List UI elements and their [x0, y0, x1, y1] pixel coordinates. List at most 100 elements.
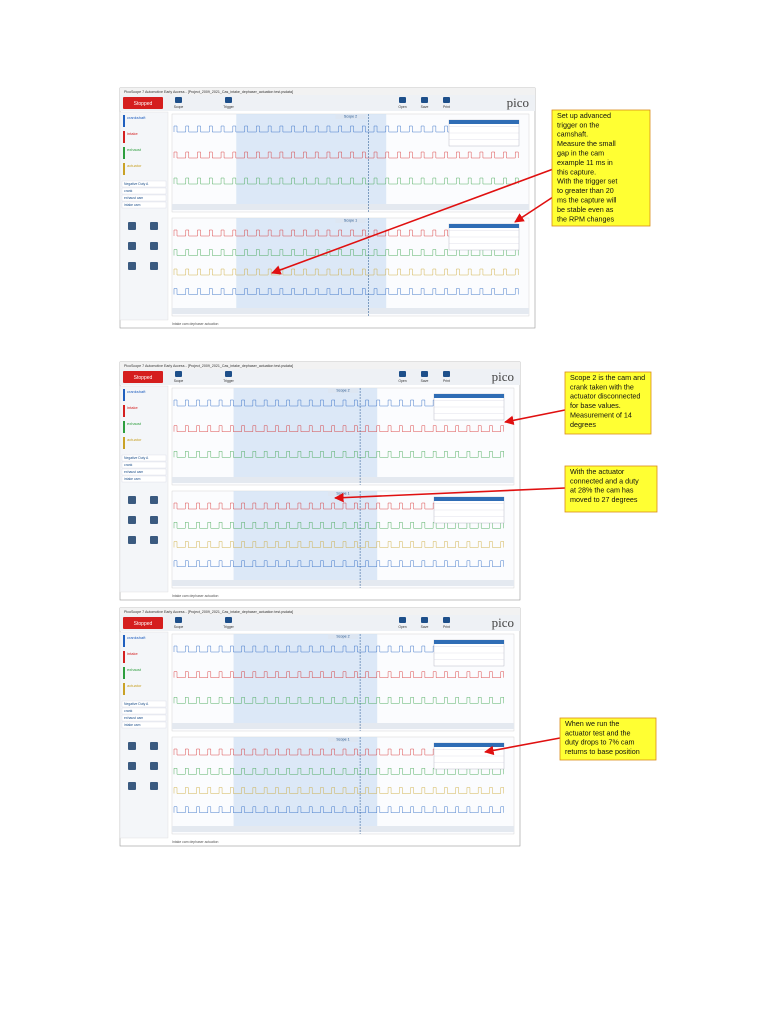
- stopped-button: [123, 617, 163, 629]
- callout-text: crank taken with the: [570, 382, 634, 391]
- title-bar: [120, 88, 535, 95]
- toolbar-icon: [421, 617, 428, 623]
- waveform: [173, 768, 504, 775]
- channel-swatch: [123, 635, 125, 647]
- time-axis: [172, 477, 514, 483]
- callout: [564, 465, 658, 513]
- tool-icon: [128, 742, 136, 750]
- callout-text: When we run the: [565, 719, 619, 728]
- channel-swatch: [123, 667, 125, 679]
- channel-row: [121, 194, 167, 202]
- callout-text: With the actuator: [570, 467, 625, 476]
- callout: [559, 717, 657, 761]
- waveform: [173, 288, 519, 295]
- channel-name: crankshaft: [127, 389, 146, 394]
- stopped-label: Stopped: [134, 101, 153, 107]
- callout-text: With the trigger set: [557, 177, 617, 186]
- toolbar: [120, 615, 520, 631]
- channel-row-label: exhaust cam: [124, 196, 143, 200]
- window-title: PicoScope 7 Automotive Early Access - [P…: [124, 90, 293, 94]
- toolbar-label: Scope: [174, 625, 184, 629]
- tool-icon: [150, 262, 158, 270]
- scope-tab: [328, 634, 358, 639]
- tool-icon: [150, 516, 158, 524]
- stopped-label: Stopped: [134, 621, 153, 627]
- time-axis: [172, 204, 529, 210]
- channel-name: exhaust: [127, 421, 142, 426]
- time-axis: [172, 308, 529, 314]
- toolbar-icon: [175, 617, 182, 623]
- callout: [551, 109, 651, 227]
- toolbar-icon: [175, 371, 182, 377]
- toolbar-label: Save: [421, 379, 429, 383]
- screenshot: PicoScope 7 Automotive Early Access - [P…: [119, 361, 521, 601]
- toolbar-icon: [399, 97, 406, 103]
- callout-text: gap in the cam: [557, 149, 604, 158]
- scope-label: Scope 2: [344, 115, 357, 119]
- channel-name: intake: [127, 405, 138, 410]
- channel-name: intake: [127, 131, 138, 136]
- callout-text: ms the capture will: [557, 196, 617, 205]
- tool-icon: [128, 536, 136, 544]
- table-header: [449, 224, 519, 228]
- toolbar-label: Open: [398, 105, 406, 109]
- toolbar-label: Trigger: [223, 625, 234, 629]
- scope-label: Scope 2: [336, 389, 349, 393]
- channel-row: [121, 707, 167, 715]
- scope-label: Scope 1: [336, 738, 349, 742]
- channel-row: [121, 714, 167, 722]
- callout-text: Scope 2 is the cam and: [570, 373, 645, 382]
- tool-icon: [128, 496, 136, 504]
- window-title: PicoScope 7 Automotive Early Access - [P…: [124, 610, 293, 614]
- side-panel: [119, 385, 169, 593]
- stopped-button: [123, 97, 163, 109]
- footer: Intake cam dephaser actuation: [172, 322, 218, 326]
- waveform: [173, 671, 504, 678]
- arrow: [514, 194, 557, 223]
- table-header: [449, 120, 519, 124]
- toolbar-label: Trigger: [223, 105, 234, 109]
- channel-swatch: [123, 147, 125, 159]
- channel-row-label: crank: [124, 709, 133, 713]
- channel-swatch: [123, 421, 125, 433]
- channel-row: [121, 721, 167, 729]
- toolbar-label: Print: [443, 105, 450, 109]
- callout-text: the RPM changes: [557, 214, 615, 223]
- tool-icon: [150, 762, 158, 770]
- window-title: PicoScope 7 Automotive Early Access - [P…: [124, 364, 293, 368]
- stopped-button: [123, 371, 163, 383]
- toolbar-label: Open: [398, 625, 406, 629]
- toolbar-icon: [443, 371, 450, 377]
- channel-row: [121, 468, 167, 476]
- callout-text: camshaft.: [557, 130, 588, 139]
- channel-row-label: crank: [124, 189, 133, 193]
- channel-name: actuator: [127, 683, 142, 688]
- callout-text: for base values.: [570, 401, 621, 410]
- channel-row-label: intake cam: [124, 477, 141, 481]
- tool-icon: [150, 242, 158, 250]
- channel-swatch: [123, 163, 125, 175]
- channel-row-label: intake cam: [124, 723, 141, 727]
- selection-shade: [233, 491, 378, 580]
- tool-icon: [128, 262, 136, 270]
- selection-shade: [233, 737, 378, 826]
- channel-row: [121, 180, 167, 188]
- footer: Intake cam dephaser actuation: [172, 594, 218, 598]
- footer: Intake cam dephaser actuation: [172, 840, 218, 844]
- toolbar-icon: [399, 371, 406, 377]
- tool-icon: [128, 516, 136, 524]
- callout-text: actuator disconnected: [570, 392, 640, 401]
- toolbar-label: Save: [421, 625, 429, 629]
- toolbar-icon: [225, 617, 232, 623]
- arrow: [334, 487, 566, 503]
- waveform: [173, 806, 504, 813]
- callout-text: at 28% the cam has: [570, 486, 634, 495]
- toolbar: [120, 369, 520, 385]
- scope-label: Scope 1: [344, 219, 357, 223]
- scope-tab: [328, 737, 358, 742]
- callout-text: connected and a duty: [570, 476, 639, 485]
- waveform: [173, 177, 519, 185]
- waveform: [173, 268, 519, 276]
- logo: pico: [507, 95, 529, 110]
- channel-swatch: [123, 437, 125, 449]
